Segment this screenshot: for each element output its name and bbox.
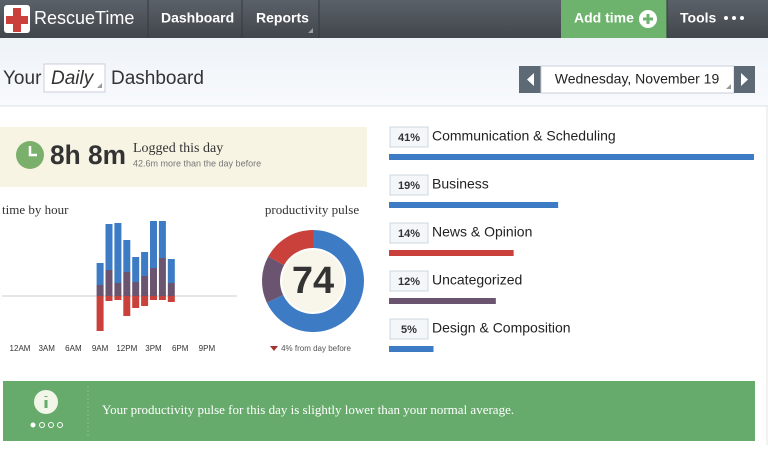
hour-bar (167, 296, 175, 302)
period-label: Daily (51, 68, 95, 89)
x-tick-label: 3PM (145, 344, 162, 353)
pulse-segment (266, 230, 364, 333)
down-arrow (270, 346, 278, 351)
percent-badge (389, 126, 429, 148)
date-label: Wednesday, November 19 (555, 71, 720, 87)
nav-item[interactable]: Reports (256, 10, 309, 26)
x-tick-label: 6AM (65, 344, 82, 353)
summary-subtitle: 42.6m more than the day before (133, 158, 261, 168)
logo[interactable]: RescueTime (4, 5, 134, 33)
hour-bar (150, 296, 157, 300)
hour-bar (167, 259, 175, 283)
dropdown-corner (726, 84, 731, 89)
category-name[interactable]: Communication & Scheduling (432, 128, 616, 144)
hour-bar (158, 258, 166, 296)
add-time-label: Add time (574, 10, 634, 26)
pulse-score: 74 (292, 260, 334, 302)
pulse-center (282, 250, 344, 312)
hour-bar (105, 270, 113, 296)
tools-dots (724, 16, 744, 20)
logo-text: RescueTime (34, 8, 134, 28)
add-icon-plus (643, 14, 653, 24)
prev-arrow (527, 73, 534, 86)
percent-label: 19% (398, 180, 420, 192)
x-tick-label: 9AM (92, 344, 109, 353)
nav-item[interactable]: Dashboard (161, 10, 234, 26)
total-time: 8h 8m (50, 140, 126, 170)
category-bar (389, 154, 754, 160)
hour-bar (96, 285, 104, 296)
percent-label: 41% (398, 132, 420, 144)
hour-bar (158, 296, 166, 300)
category-bar (389, 346, 434, 352)
hour-bar (141, 252, 149, 276)
dropdown-corner (97, 83, 102, 88)
hour-bar (132, 257, 140, 282)
banner (3, 381, 755, 441)
hour-bar (150, 268, 157, 296)
pulse-segment (262, 256, 285, 303)
category-bar (389, 298, 496, 304)
banner-message: Your productivity pulse for this day is … (102, 402, 514, 417)
hour-bar (123, 272, 131, 296)
hour-bar (105, 296, 113, 301)
hour-bar (114, 296, 122, 300)
next-arrow (741, 73, 748, 86)
percent-label: 12% (398, 276, 420, 288)
category-name[interactable]: Design & Composition (432, 320, 571, 336)
category-bar (389, 202, 559, 208)
summary-title: Logged this day (133, 141, 223, 156)
tools-menu[interactable]: Tools (680, 10, 717, 26)
period-select[interactable] (43, 63, 106, 93)
hour-bar (105, 224, 113, 270)
summary-box (0, 127, 367, 187)
x-tick-label: 12PM (116, 344, 137, 353)
header-prefix: Your (3, 68, 42, 89)
category-name[interactable]: Uncategorized (432, 272, 522, 288)
percent-badge (389, 174, 429, 196)
hour-bar (114, 283, 122, 296)
clock-hands (28, 146, 37, 157)
hour-bar (167, 283, 175, 296)
percent-badge (389, 270, 429, 292)
hour-bar (158, 221, 166, 258)
hour-bar (132, 296, 140, 308)
hour-bar (141, 276, 149, 296)
date-picker[interactable] (540, 65, 735, 94)
category-bar (389, 250, 514, 256)
hour-bar (123, 296, 131, 316)
hour-bar (114, 223, 122, 283)
x-tick-label: 3AM (38, 344, 55, 353)
pulse-segment (268, 230, 313, 266)
category-name[interactable]: Business (432, 176, 489, 192)
header-suffix: Dashboard (111, 68, 204, 89)
percent-badge (389, 222, 429, 244)
category-name[interactable]: News & Opinion (432, 224, 532, 240)
chart-title: time by hour (2, 202, 69, 217)
hour-bar (141, 296, 149, 306)
percent-badge (389, 318, 429, 340)
hour-bar (96, 263, 104, 285)
percent-label: 5% (401, 324, 417, 336)
hour-bar (96, 296, 104, 331)
x-tick-label: 6PM (172, 344, 189, 353)
x-tick-label: 12AM (10, 344, 31, 353)
x-tick-label: 9PM (199, 344, 216, 353)
pager-dots[interactable] (30, 422, 63, 428)
hour-bar (150, 221, 157, 268)
percent-label: 14% (398, 228, 420, 240)
hour-bar (123, 240, 131, 272)
pulse-title: productivity pulse (265, 202, 359, 217)
dropdown-corner (308, 28, 313, 33)
hour-bar (132, 282, 140, 296)
pulse-change: 4% from day before (281, 344, 351, 353)
